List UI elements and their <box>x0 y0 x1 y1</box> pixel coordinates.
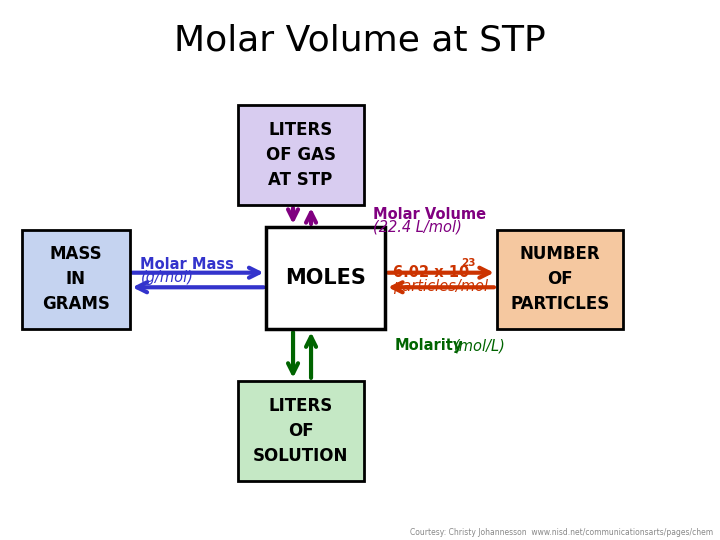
FancyBboxPatch shape <box>238 381 364 481</box>
FancyBboxPatch shape <box>238 105 364 205</box>
Text: MASS
IN
GRAMS: MASS IN GRAMS <box>42 246 109 313</box>
Text: (22.4 L/mol): (22.4 L/mol) <box>373 219 462 234</box>
Text: 23: 23 <box>461 258 475 268</box>
Text: Courtesy: Christy Johannesson  www.nisd.net/communicationsarts/pages/chem: Courtesy: Christy Johannesson www.nisd.n… <box>410 528 713 537</box>
Text: Molar Volume: Molar Volume <box>373 207 486 222</box>
FancyBboxPatch shape <box>497 230 623 329</box>
Text: NUMBER
OF
PARTICLES: NUMBER OF PARTICLES <box>510 246 609 313</box>
Text: (mol/L): (mol/L) <box>454 338 505 353</box>
Text: 6.02 x 10: 6.02 x 10 <box>393 265 469 280</box>
Text: LITERS
OF GAS
AT STP: LITERS OF GAS AT STP <box>266 122 336 189</box>
FancyBboxPatch shape <box>266 227 385 329</box>
Text: Molar Mass: Molar Mass <box>140 257 234 272</box>
Text: LITERS
OF
SOLUTION: LITERS OF SOLUTION <box>253 397 348 464</box>
FancyBboxPatch shape <box>22 230 130 329</box>
Text: MOLES: MOLES <box>285 268 366 288</box>
Text: Molarity: Molarity <box>395 338 463 353</box>
Text: Molar Volume at STP: Molar Volume at STP <box>174 24 546 57</box>
Text: particles/mol: particles/mol <box>393 279 488 294</box>
Text: (g/mol): (g/mol) <box>140 269 194 285</box>
